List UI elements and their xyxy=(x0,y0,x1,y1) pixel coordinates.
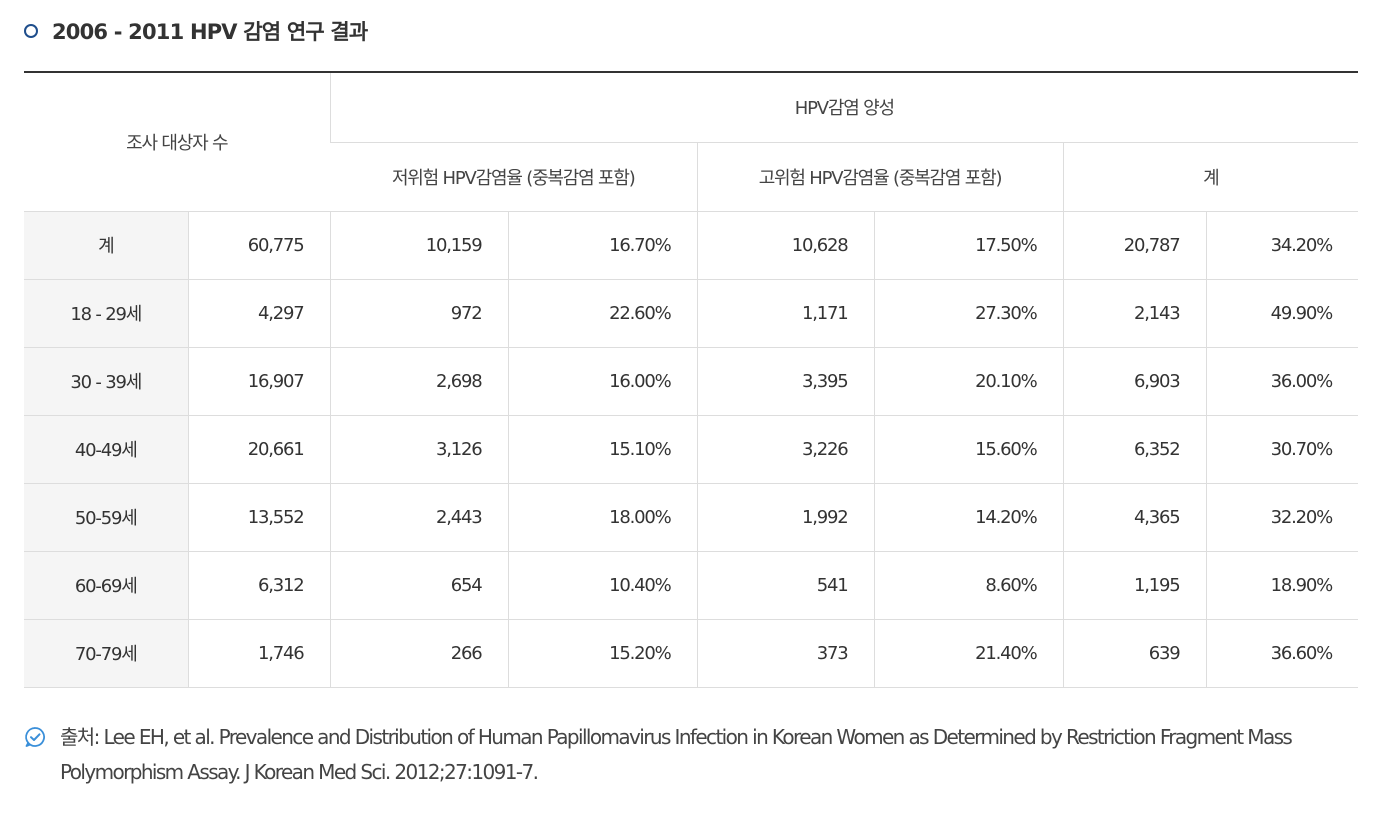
cell-low-risk-count: 266 xyxy=(329,619,509,688)
cell-total-count: 6,903 xyxy=(1062,347,1207,416)
cell-high-risk-count: 1,992 xyxy=(696,483,875,552)
cell-high-risk-percent: 27.30% xyxy=(873,279,1064,348)
cell-high-risk-count: 541 xyxy=(696,551,875,620)
cell-total-percent: 49.90% xyxy=(1205,279,1359,348)
source-text: 출처: Lee EH, et al. Prevalence and Distri… xyxy=(60,725,1293,784)
header-subjects: 조사 대상자 수 xyxy=(24,72,331,212)
table-row: 50-59세 13,552 2,443 18.00% 1,992 14.20% 4,365 3… xyxy=(24,483,1359,552)
cell-total-percent: 30.70% xyxy=(1205,415,1359,484)
cell-subjects: 60,775 xyxy=(187,211,331,280)
cell-high-risk-percent: 21.40% xyxy=(873,619,1064,688)
cell-total-percent: 36.60% xyxy=(1205,619,1359,688)
cell-low-risk-percent: 10.40% xyxy=(507,551,698,620)
cell-total-percent: 36.00% xyxy=(1205,347,1359,416)
cell-low-risk-count: 3,126 xyxy=(329,415,509,484)
cell-total-percent: 18.90% xyxy=(1205,551,1359,620)
row-label: 18 - 29세 xyxy=(24,279,188,348)
hpv-results-table: 조사 대상자 수 HPV감염 양성 저위험 HPV감염율 (중복감염 포함) 고… xyxy=(24,71,1359,688)
table-body: 계 60,775 10,159 16.70% 10,628 17.50% 20,787 34.… xyxy=(24,211,1359,688)
cell-high-risk-count: 3,395 xyxy=(696,347,875,416)
header-low-risk: 저위험 HPV감염율 (중복감염 포함) xyxy=(330,142,698,212)
cell-low-risk-percent: 15.10% xyxy=(507,415,698,484)
cell-high-risk-percent: 15.60% xyxy=(873,415,1064,484)
table-row: 계 60,775 10,159 16.70% 10,628 17.50% 20,787 34.… xyxy=(24,211,1359,280)
header-total: 계 xyxy=(1062,142,1359,212)
cell-low-risk-percent: 18.00% xyxy=(507,483,698,552)
cell-total-count: 1,195 xyxy=(1062,551,1207,620)
cell-total-count: 20,787 xyxy=(1062,211,1207,280)
cell-total-percent: 34.20% xyxy=(1205,211,1359,280)
cell-subjects: 13,552 xyxy=(187,483,331,552)
header-hpv-positive: HPV감염 양성 xyxy=(329,72,1359,143)
cell-low-risk-percent: 16.70% xyxy=(507,211,698,280)
chat-check-icon xyxy=(24,726,46,748)
table-row: 60-69세 6,312 654 10.40% 541 8.60% 1,195 18.90% xyxy=(24,551,1359,620)
row-label: 계 xyxy=(24,211,188,280)
cell-high-risk-count: 373 xyxy=(696,619,875,688)
cell-low-risk-count: 2,443 xyxy=(329,483,509,552)
cell-total-count: 639 xyxy=(1062,619,1207,688)
cell-low-risk-count: 10,159 xyxy=(329,211,509,280)
cell-high-risk-count: 10,628 xyxy=(696,211,875,280)
row-label: 50-59세 xyxy=(24,483,188,552)
circle-bullet-icon xyxy=(24,24,38,38)
cell-total-count: 4,365 xyxy=(1062,483,1207,552)
table-row: 40-49세 20,661 3,126 15.10% 3,226 15.60% 6,352 3… xyxy=(24,415,1359,484)
section-title-row: 2006 - 2011 HPV 감염 연구 결과 xyxy=(24,14,368,48)
table-row: 30 - 39세 16,907 2,698 16.00% 3,395 20.10% 6,90… xyxy=(24,347,1359,416)
cell-high-risk-percent: 20.10% xyxy=(873,347,1064,416)
cell-low-risk-count: 2,698 xyxy=(329,347,509,416)
cell-high-risk-percent: 8.60% xyxy=(873,551,1064,620)
cell-subjects: 6,312 xyxy=(187,551,331,620)
source-citation: 출처: Lee EH, et al. Prevalence and Distri… xyxy=(24,720,1344,790)
cell-subjects: 20,661 xyxy=(187,415,331,484)
cell-total-count: 6,352 xyxy=(1062,415,1207,484)
cell-low-risk-count: 654 xyxy=(329,551,509,620)
row-label: 70-79세 xyxy=(24,619,188,688)
cell-high-risk-count: 3,226 xyxy=(696,415,875,484)
cell-low-risk-percent: 15.20% xyxy=(507,619,698,688)
header-high-risk: 고위험 HPV감염율 (중복감염 포함) xyxy=(696,142,1064,212)
row-label: 40-49세 xyxy=(24,415,188,484)
table-row: 70-79세 1,746 266 15.20% 373 21.40% 639 36.60% xyxy=(24,619,1359,688)
cell-total-percent: 32.20% xyxy=(1205,483,1359,552)
table-row: 18 - 29세 4,297 972 22.60% 1,171 27.30% 2,143 49… xyxy=(24,279,1359,348)
cell-high-risk-count: 1,171 xyxy=(696,279,875,348)
cell-high-risk-percent: 17.50% xyxy=(873,211,1064,280)
cell-low-risk-count: 972 xyxy=(329,279,509,348)
cell-high-risk-percent: 14.20% xyxy=(873,483,1064,552)
cell-subjects: 1,746 xyxy=(187,619,331,688)
cell-subjects: 4,297 xyxy=(187,279,331,348)
cell-total-count: 2,143 xyxy=(1062,279,1207,348)
row-label: 60-69세 xyxy=(24,551,188,620)
cell-low-risk-percent: 16.00% xyxy=(507,347,698,416)
hpv-results-table-wrapper: 조사 대상자 수 HPV감염 양성 저위험 HPV감염율 (중복감염 포함) 고… xyxy=(24,71,1359,688)
section-title: 2006 - 2011 HPV 감염 연구 결과 xyxy=(52,20,368,44)
cell-subjects: 16,907 xyxy=(187,347,331,416)
cell-low-risk-percent: 22.60% xyxy=(507,279,698,348)
row-label: 30 - 39세 xyxy=(24,347,188,416)
